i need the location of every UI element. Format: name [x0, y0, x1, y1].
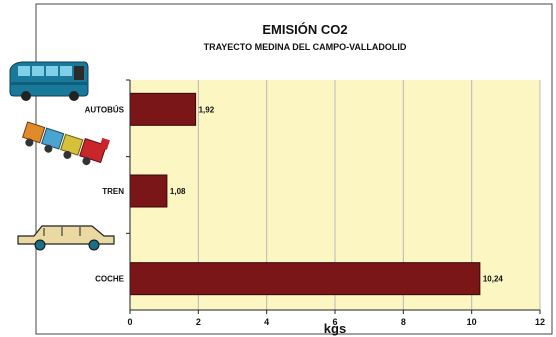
- category-label: TREN: [102, 187, 124, 196]
- category-label: AUTOBÚS: [85, 105, 125, 114]
- bus-icon: [9, 61, 89, 101]
- x-tick-label: 4: [264, 317, 269, 327]
- x-tick-label: 6: [332, 317, 337, 327]
- car-icon: [17, 225, 115, 251]
- chart-subtitle: TRAYECTO MEDINA DEL CAMPO-VALLADOLID: [204, 42, 407, 52]
- bar: [129, 262, 481, 296]
- data-label: 10,24: [483, 275, 504, 284]
- category-labels: AUTOBÚS TREN COCHE: [85, 79, 130, 284]
- data-label: 1,08: [170, 187, 186, 196]
- x-axis-label: kgs: [324, 321, 346, 336]
- category-label: COCHE: [95, 275, 125, 284]
- x-tick-labels: 0 2 4 6 8 10 12: [127, 310, 545, 327]
- bars: [129, 92, 481, 296]
- x-tick-label: 0: [127, 317, 132, 327]
- x-tick-label: 2: [196, 317, 201, 327]
- x-tick-label: 12: [535, 317, 545, 327]
- chart-title: EMISIÓN CO2: [262, 22, 347, 37]
- data-labels: 1,92 1,08 10,24: [170, 105, 504, 283]
- bar: [129, 174, 168, 208]
- bar: [129, 92, 197, 126]
- x-tick-label: 8: [401, 317, 406, 327]
- data-label: 1,92: [199, 105, 215, 114]
- train-icon: [22, 121, 110, 166]
- x-tick-label: 10: [467, 317, 477, 327]
